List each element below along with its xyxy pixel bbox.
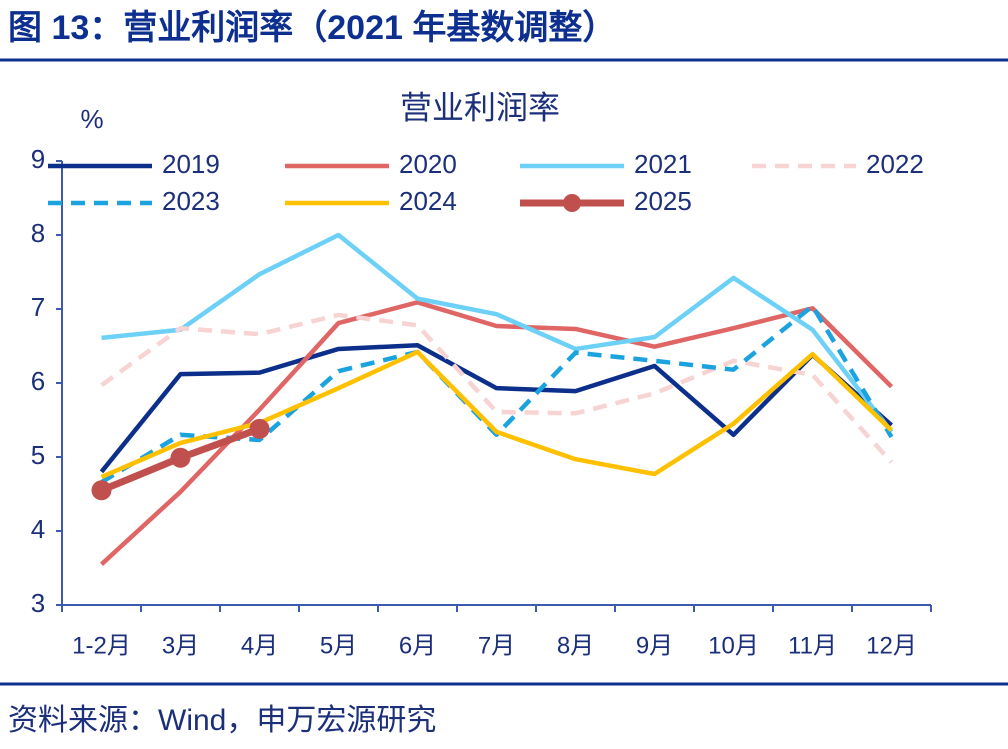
- series-line: [99, 343, 893, 474]
- x-tick-label: 4月: [241, 632, 278, 659]
- legend-marker: [563, 194, 581, 212]
- legend-label: 2020: [399, 149, 457, 179]
- x-tick-label: 12月: [866, 632, 917, 659]
- legend-label: 2025: [634, 186, 692, 216]
- x-tick-label: 11月: [788, 632, 837, 659]
- x-tick-label: 9月: [636, 632, 673, 659]
- series-line: [100, 349, 894, 480]
- y-tick-label: 3: [31, 588, 45, 618]
- x-tick-label: 6月: [399, 632, 436, 659]
- y-tick-label: 9: [31, 144, 45, 174]
- x-tick-label: 5月: [320, 632, 357, 659]
- legend-label: 2022: [866, 149, 924, 179]
- series-line: [100, 312, 894, 464]
- y-unit: %: [80, 104, 103, 134]
- series-line: [101, 232, 894, 434]
- source: 资料来源：Wind，申万宏源研究: [8, 704, 436, 737]
- y-tick-label: 8: [31, 218, 45, 248]
- x-tick-label: 8月: [557, 632, 594, 659]
- x-tick-label: 7月: [478, 632, 515, 659]
- chart-title: 营业利润率: [400, 89, 560, 125]
- legend-label: 2024: [399, 186, 457, 216]
- x-tick-label: 1-2月: [72, 632, 131, 659]
- y-tick-label: 4: [31, 514, 45, 544]
- legend-label: 2019: [162, 149, 220, 179]
- point: [249, 418, 270, 439]
- y-tick-label: 7: [31, 292, 45, 322]
- legend-label: 2021: [634, 149, 692, 179]
- x-tick-label: 10月: [708, 632, 759, 659]
- y-tick-label: 5: [31, 440, 45, 470]
- legend-label: 2023: [162, 186, 220, 216]
- y-tick-label: 6: [31, 366, 45, 396]
- point: [170, 447, 191, 468]
- x-tick-label: 3月: [162, 632, 199, 659]
- figure-title: 图 13：营业利润率（2021 年基数调整）: [8, 8, 616, 47]
- point: [91, 480, 112, 501]
